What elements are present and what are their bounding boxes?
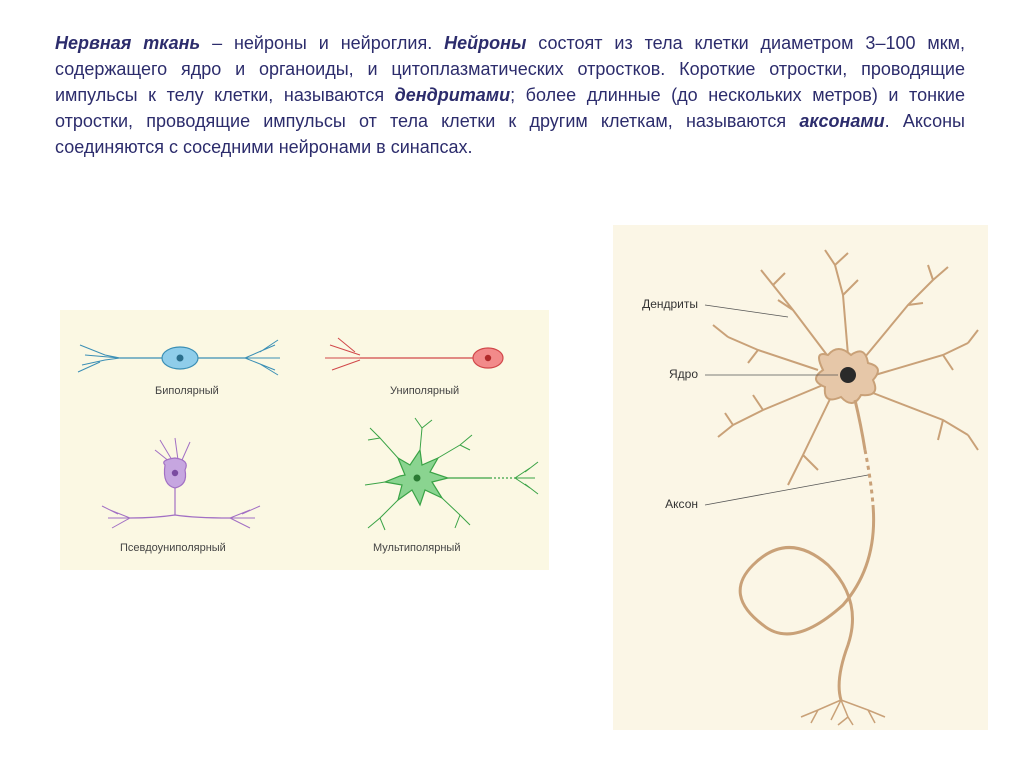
label-pseudounipolar: Псевдоуниполярный <box>120 542 226 554</box>
term-dendrites: дендритами <box>395 85 510 105</box>
bipolar-neuron <box>78 340 280 375</box>
neuron-detail-panel: Дендриты Ядро Аксон <box>613 225 988 730</box>
term-nervous-tissue: Нервная ткань <box>55 33 200 53</box>
multipolar-neuron <box>365 418 538 530</box>
nucleus <box>840 367 856 383</box>
label-unipolar: Униполярный <box>390 385 459 397</box>
neuron-types-svg <box>60 310 549 570</box>
label-multipolar: Мультиполярный <box>373 542 460 554</box>
term-neurons: Нейроны <box>444 33 526 53</box>
definition-paragraph: Нервная ткань – нейроны и нейроглия. Ней… <box>55 30 965 160</box>
label-axon: Аксон <box>633 497 698 511</box>
pseudounipolar-neuron <box>102 438 260 528</box>
neuron-types-panel: Биполярный Униполярный Псевдоуниполярный… <box>60 310 549 570</box>
soma <box>816 349 878 403</box>
axon-group <box>740 400 885 725</box>
term-axons: аксонами <box>799 111 884 131</box>
label-nucleus: Ядро <box>633 367 698 381</box>
label-dendrites: Дендриты <box>633 297 698 311</box>
unipolar-neuron <box>325 338 503 370</box>
label-bipolar: Биполярный <box>155 385 219 397</box>
leader-lines <box>705 305 868 505</box>
